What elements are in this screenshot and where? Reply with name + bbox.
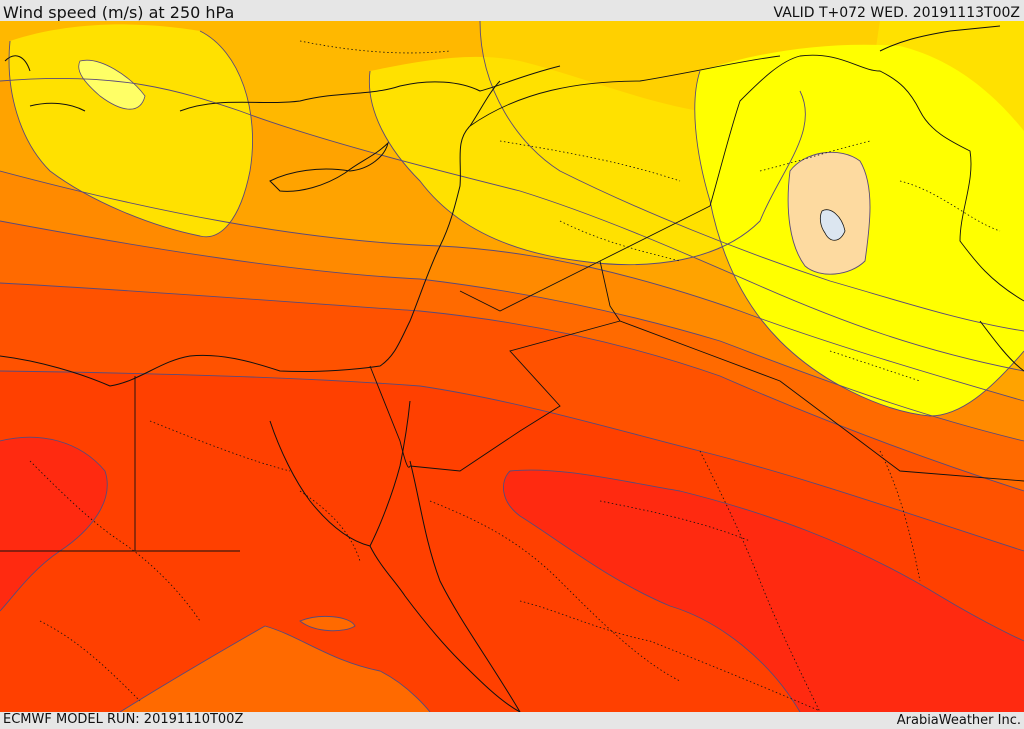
band-red-east — [503, 470, 1024, 712]
band-orange-central — [0, 283, 1024, 551]
valid-time: VALID T+072 WED. 20191113T00Z — [773, 5, 1020, 21]
map-title: Wind speed (m/s) at 250 hPa — [3, 3, 235, 22]
isotach-lines — [0, 21, 1024, 712]
band-orange — [0, 221, 1024, 491]
band-red-west — [0, 437, 108, 611]
band-orange-southwest — [120, 626, 430, 712]
credit: ArabiaWeather Inc. — [896, 713, 1021, 728]
country-borders — [0, 54, 1024, 552]
band-yellow-north — [9, 24, 253, 237]
band-orange-light — [0, 171, 1024, 441]
admin-borders — [29, 40, 1001, 712]
wind-speed-map — [0, 21, 1024, 712]
map-canvas — [0, 21, 1024, 712]
lake — [819, 209, 846, 241]
band-pale-yellow-west — [78, 59, 146, 110]
model-run: ECMWF MODEL RUN: 20191110T00Z — [3, 712, 244, 727]
